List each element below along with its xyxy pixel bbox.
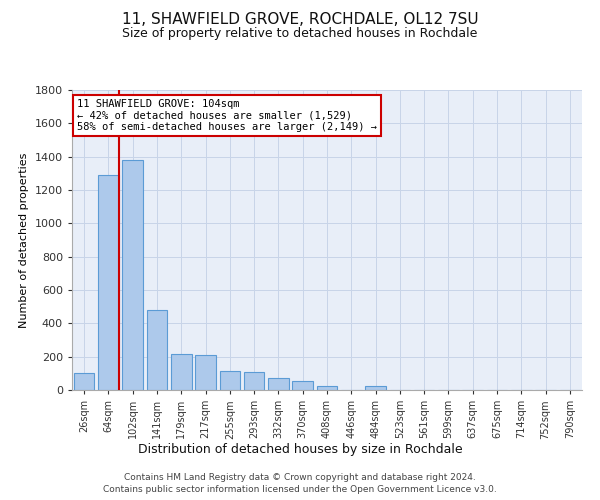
Bar bbox=[171, 354, 191, 390]
Bar bbox=[244, 372, 265, 390]
Bar bbox=[292, 381, 313, 390]
Text: Contains HM Land Registry data © Crown copyright and database right 2024.: Contains HM Land Registry data © Crown c… bbox=[124, 472, 476, 482]
Text: Size of property relative to detached houses in Rochdale: Size of property relative to detached ho… bbox=[122, 28, 478, 40]
Bar bbox=[74, 374, 94, 390]
Bar bbox=[146, 310, 167, 390]
Text: 11, SHAWFIELD GROVE, ROCHDALE, OL12 7SU: 11, SHAWFIELD GROVE, ROCHDALE, OL12 7SU bbox=[122, 12, 478, 28]
Bar bbox=[195, 355, 216, 390]
Bar bbox=[122, 160, 143, 390]
Bar bbox=[220, 371, 240, 390]
Bar bbox=[268, 378, 289, 390]
Bar bbox=[98, 175, 119, 390]
Text: 11 SHAWFIELD GROVE: 104sqm
← 42% of detached houses are smaller (1,529)
58% of s: 11 SHAWFIELD GROVE: 104sqm ← 42% of deta… bbox=[77, 99, 377, 132]
Bar bbox=[317, 386, 337, 390]
Text: Distribution of detached houses by size in Rochdale: Distribution of detached houses by size … bbox=[137, 442, 463, 456]
Y-axis label: Number of detached properties: Number of detached properties bbox=[19, 152, 29, 328]
Bar bbox=[365, 386, 386, 390]
Text: Contains public sector information licensed under the Open Government Licence v3: Contains public sector information licen… bbox=[103, 485, 497, 494]
